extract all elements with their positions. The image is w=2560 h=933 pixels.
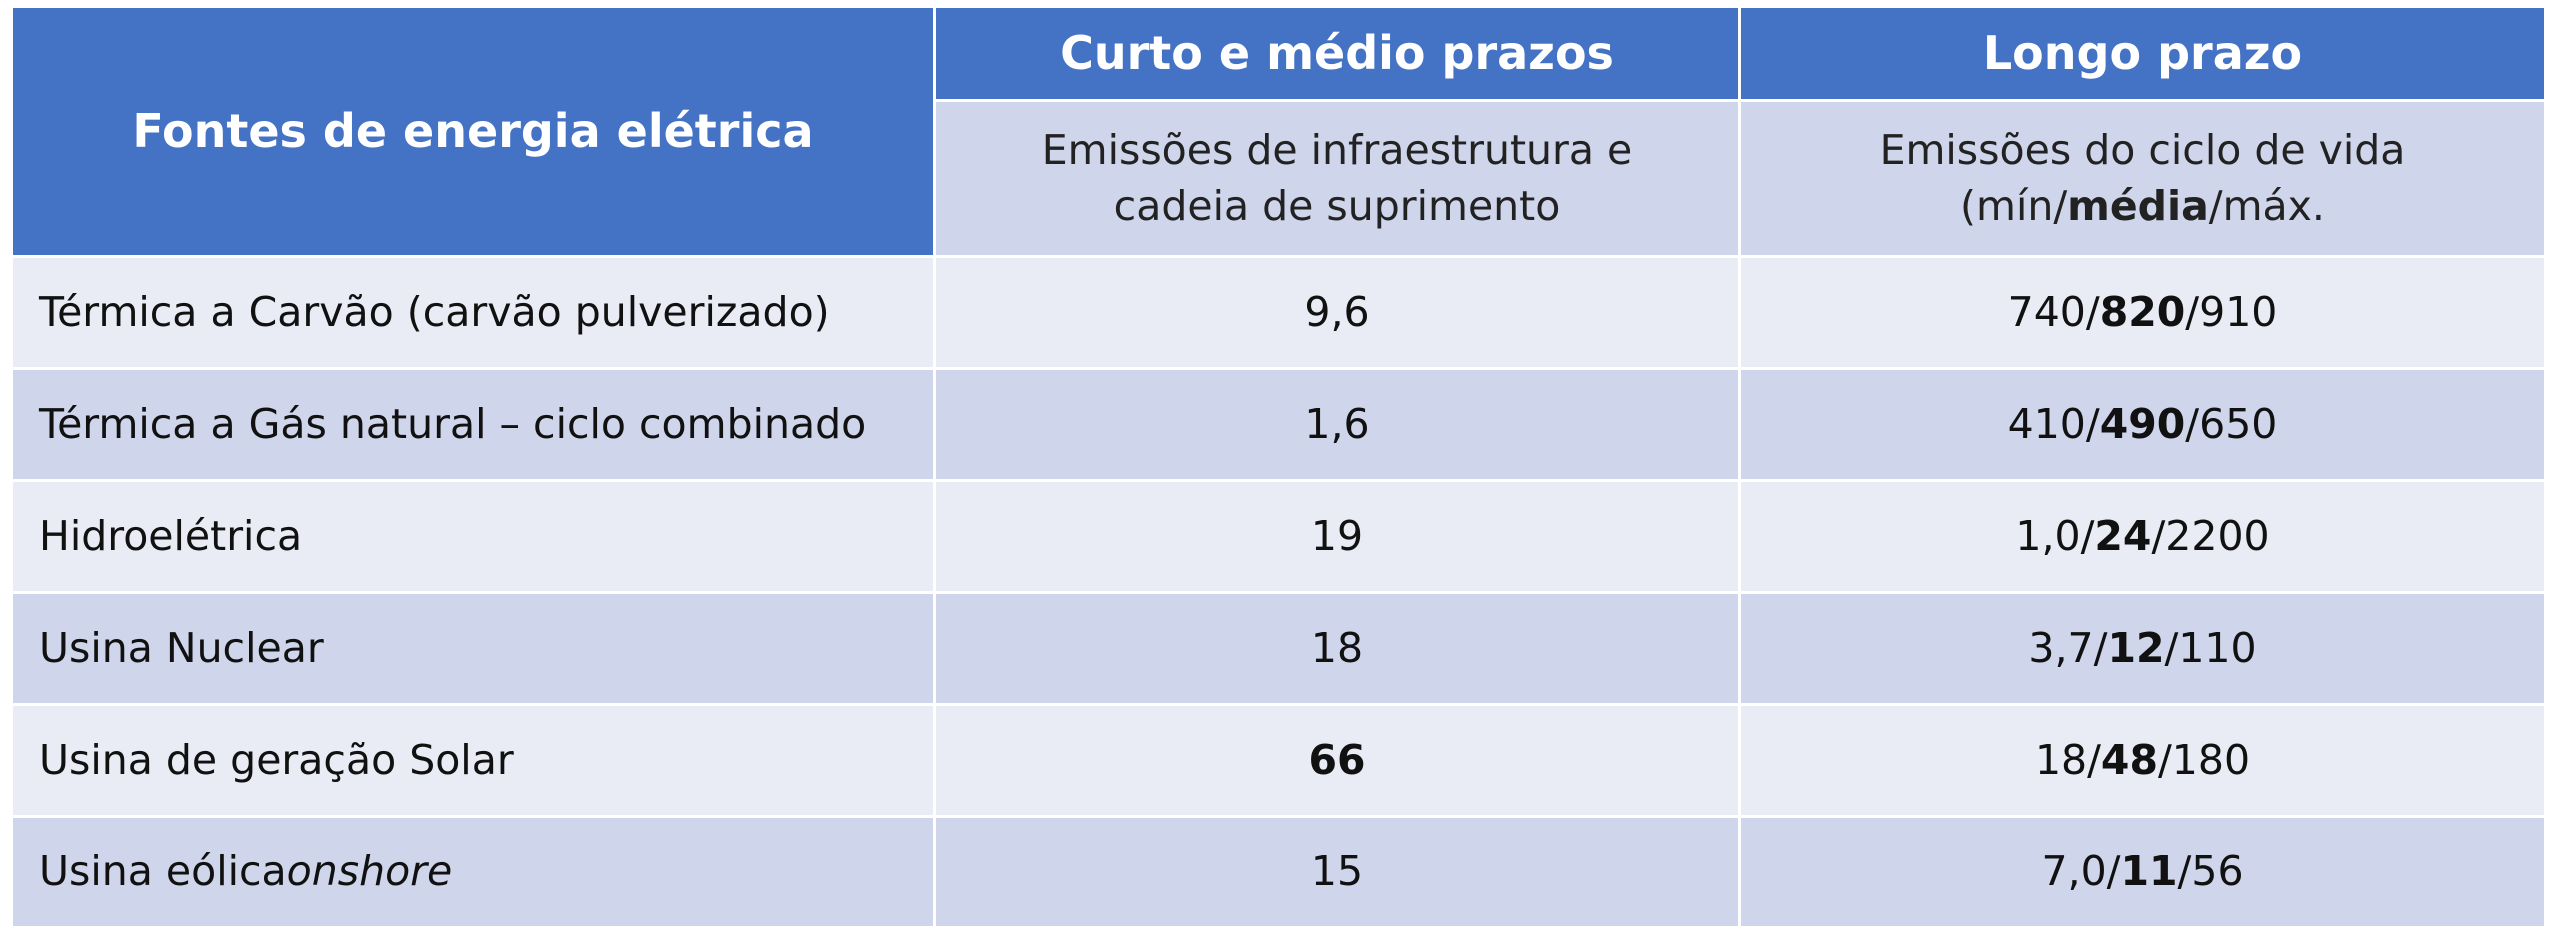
text-part: Emissões de infraestrutura e cadeia de s… — [1041, 126, 1633, 230]
text-part: 18/ — [2034, 735, 2101, 784]
emissions-table: Fontes de energia elétrica Curto e médio… — [13, 8, 2544, 926]
source-cell: Térmica a Carvão (carvão pulverizado) — [13, 258, 933, 367]
text-part: 9,6 — [1304, 287, 1370, 336]
short-term-cell: 15 — [936, 818, 1738, 926]
text-part: 15 — [1310, 847, 1364, 896]
text-part: 18 — [1310, 623, 1364, 672]
text-part: 24 — [2094, 511, 2152, 560]
short-term-cell: 18 — [936, 594, 1738, 703]
text-part: 7,0/ — [2041, 847, 2121, 896]
text-part: /2200 — [2151, 511, 2270, 560]
text-part: /110 — [2164, 623, 2257, 672]
text-part: 48 — [2100, 735, 2158, 784]
long-term-cell: 7,0/11/56 — [1741, 818, 2544, 926]
text-part: 1,0/ — [2015, 511, 2095, 560]
text-part: 410/ — [2007, 399, 2100, 448]
long-term-cell: 18/48/180 — [1741, 706, 2544, 815]
subheader-text: Emissões do ciclo de vida (mín/média/máx… — [1833, 123, 2453, 234]
long-term-cell: 3,7/12/110 — [1741, 594, 2544, 703]
subheader: Emissões do ciclo de vida (mín/média/máx… — [1741, 102, 2544, 255]
column-header: Longo prazo — [1741, 8, 2544, 99]
subheader-text: Emissões de infraestrutura e cadeia de s… — [1027, 123, 1647, 234]
short-term-cell: 1,6 — [936, 370, 1738, 479]
column-header: Curto e médio prazos — [936, 8, 1738, 99]
text-part: 740/ — [2007, 287, 2100, 336]
text-part: /máx. — [2208, 181, 2325, 230]
text-part: Emissões do ciclo de vida (mín/ — [1879, 126, 2406, 230]
long-term-cell: 740/820/910 — [1741, 258, 2544, 367]
text-part: 820 — [2099, 287, 2186, 336]
header-title: Fontes de energia elétrica — [13, 8, 933, 255]
short-term-cell: 66 — [936, 706, 1738, 815]
text-part: onshore — [286, 847, 453, 896]
text-part: /56 — [2177, 847, 2244, 896]
text-part: /910 — [2185, 287, 2278, 336]
text-part: /180 — [2157, 735, 2251, 784]
short-term-cell: 19 — [936, 482, 1738, 591]
text-part: Usina eólica — [39, 847, 287, 896]
source-cell: Usina eólica onshore — [13, 818, 933, 926]
text-part: 66 — [1308, 735, 1366, 784]
text-part: 1,6 — [1304, 399, 1370, 448]
text-part: Térmica a Gás natural – ciclo combinado — [39, 399, 867, 448]
text-part: 12 — [2107, 623, 2165, 672]
text-part: Usina de geração Solar — [39, 735, 514, 784]
source-cell: Usina de geração Solar — [13, 706, 933, 815]
subheader: Emissões de infraestrutura e cadeia de s… — [936, 102, 1738, 255]
source-cell: Usina Nuclear — [13, 594, 933, 703]
text-part: /650 — [2185, 399, 2278, 448]
text-part: 11 — [2120, 847, 2178, 896]
short-term-cell: 9,6 — [936, 258, 1738, 367]
text-part: 19 — [1310, 511, 1364, 560]
text-part: 3,7/ — [2028, 623, 2108, 672]
source-cell: Térmica a Gás natural – ciclo combinado — [13, 370, 933, 479]
text-part: média — [2067, 181, 2209, 230]
text-part: Usina Nuclear — [39, 623, 324, 672]
long-term-cell: 1,0/24/2200 — [1741, 482, 2544, 591]
text-part: 490 — [2099, 399, 2186, 448]
long-term-cell: 410/490/650 — [1741, 370, 2544, 479]
text-part: Hidroelétrica — [39, 511, 303, 560]
source-cell: Hidroelétrica — [13, 482, 933, 591]
text-part: Térmica a Carvão (carvão pulverizado) — [39, 287, 830, 336]
